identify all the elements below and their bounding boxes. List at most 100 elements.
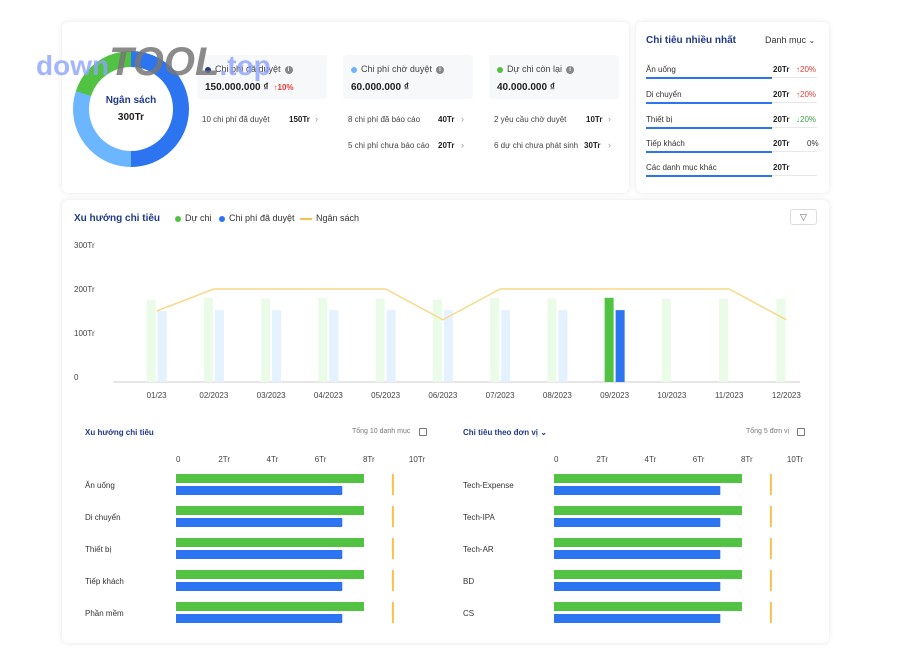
unit-chart-note: Tổng 5 đơn vị [746, 428, 790, 435]
forecast-bar [554, 602, 742, 611]
x-tick-label: 0 [176, 455, 181, 464]
chevron-right-icon[interactable]: › [608, 114, 611, 124]
top-item-change: ↓20% [796, 115, 817, 124]
chevron-right-icon[interactable]: › [608, 140, 611, 150]
y-tick-label: 0 [74, 373, 79, 382]
approved-bar [554, 550, 721, 559]
approved-bar [558, 310, 568, 382]
info-icon[interactable]: i [566, 65, 575, 74]
chevron-right-icon[interactable]: › [461, 140, 464, 150]
tile-approved-label: Chi phí đã duyệt [215, 64, 281, 74]
top-item-name: Tiếp khách [646, 139, 685, 148]
top-item-value: 20Tr [773, 90, 790, 99]
stat-unspent-forecast-value: 30Tr [584, 141, 601, 150]
approved-change-value: 10% [277, 83, 294, 92]
approved-bar [554, 486, 721, 495]
legend-item-budget[interactable]: Ngân sách [300, 213, 359, 223]
approved-bar [176, 486, 343, 495]
budget-line [156, 288, 787, 321]
legend-item-forecast[interactable]: Dự chi [175, 213, 212, 223]
top-item-value: 20Tr [773, 115, 790, 124]
donut-label: Ngân sách [105, 95, 157, 106]
forecast-bar [554, 474, 742, 483]
category-label: Tech-IPA [463, 513, 496, 522]
filter-button[interactable]: ▽ [790, 209, 817, 225]
top-item-value: 20Tr [773, 163, 790, 172]
forecast-bar [547, 298, 557, 382]
top-item-bar [646, 102, 772, 104]
stat-pending-requests[interactable]: 2 yêu cầu chờ duyệt [494, 115, 567, 124]
watermark-logo: downTOOL.top [36, 40, 271, 84]
forecast-bar [554, 570, 742, 579]
trend-chart: 0 100Tr 200Tr 300Tr 01/23 02/2023 03/2023 04/20… [74, 241, 801, 400]
category-label: Di chuyển [85, 513, 121, 522]
budget-donut [73, 51, 189, 167]
forecast-bar [554, 506, 742, 515]
tile-remaining: Dự chi còn lại i 40.000.000 ₫ [489, 55, 619, 99]
approved-change: ↑10% [274, 83, 294, 92]
x-tick-label: 2Tr [218, 455, 230, 464]
stat-approved-count[interactable]: 10 chi phí đã duyệt [202, 115, 270, 124]
forecast-bar [318, 297, 328, 382]
approved-bar [176, 550, 343, 559]
forecast-bar [176, 570, 364, 579]
approved-bar [329, 310, 339, 382]
x-tick-label: 11/2023 [715, 391, 744, 400]
trend-title: Xu hướng chi tiêu [74, 213, 161, 224]
category-dropdown[interactable]: Danh mục ⌄ [765, 35, 815, 45]
top-item-name: Thiết bị [646, 115, 673, 124]
x-tick-label: 07/2023 [486, 391, 515, 400]
top-spending-card [636, 22, 829, 193]
expand-icon[interactable] [797, 428, 805, 436]
x-tick-label: 04/2023 [314, 391, 343, 400]
forecast-bar [176, 602, 364, 611]
trend-card [62, 200, 829, 643]
chevron-right-icon[interactable]: › [461, 114, 464, 124]
top-spending-title: Chi tiêu nhiều nhất [646, 35, 736, 46]
y-tick-label: 100Tr [74, 329, 95, 338]
approved-bar [214, 310, 224, 382]
x-tick-label: 01/23 [147, 391, 168, 400]
category-label: Ăn uống [85, 481, 115, 490]
category-chart-title: Xu hướng chi tiêu [85, 428, 154, 437]
legend-dot [175, 215, 181, 222]
unit-chart-title[interactable]: Chi tiêu theo đơn vị ⌄ [463, 428, 547, 437]
legend-dot [219, 215, 225, 222]
tile-pending-value: 60.000.000 ₫ [351, 82, 409, 93]
stat-unspent-forecast[interactable]: 6 dự chi chưa phát sinh [494, 141, 579, 150]
tile-pending-label: Chi phí chờ duyệt [361, 64, 432, 74]
info-icon[interactable]: i [435, 65, 444, 74]
x-tick-label: 10Tr [409, 455, 425, 464]
forecast-bar [146, 300, 156, 382]
forecast-bar [176, 506, 364, 515]
approved-dot [205, 66, 211, 73]
chevron-right-icon[interactable]: › [315, 114, 318, 124]
approved-bar [157, 311, 167, 382]
top-item-value: 20Tr [773, 65, 790, 74]
stat-reported-value: 40Tr [438, 115, 455, 124]
top-item-value: 20Tr [773, 139, 790, 148]
approved-bar [501, 310, 511, 382]
stat-unreported-count[interactable]: 5 chi phí chưa báo cáo [348, 141, 430, 150]
approved-bar [386, 310, 396, 382]
top-item-change: 0% [807, 139, 819, 148]
expand-icon[interactable] [419, 428, 427, 436]
info-icon[interactable]: i [284, 65, 293, 74]
chevron-down-icon: ⌄ [808, 36, 816, 45]
top-item-name: Các danh mục khác [646, 163, 717, 172]
stat-reported-count[interactable]: 8 chi phí đã báo cáo [348, 115, 421, 124]
tile-approved-value: 150.000.000 ₫ [205, 82, 269, 93]
x-tick-label: 6Tr [315, 455, 327, 464]
category-label: CS [463, 609, 474, 618]
legend-item-approved[interactable]: Chi phí đã duyệt [219, 213, 295, 223]
forecast-bar [261, 298, 271, 382]
category-chart: 0 2Tr 4Tr 6Tr 8Tr 10Tr Ăn uống Di chuyển Thiết b… [85, 455, 425, 623]
unit-chart: 0 2Tr 4Tr 6Tr 8Tr 10Tr Tech-Expense Tech-IPA Tec… [463, 455, 803, 623]
approved-bar [554, 614, 721, 623]
category-label: Tech-AR [463, 545, 494, 554]
approved-bar [443, 310, 453, 382]
stat-unreported-value: 20Tr [438, 141, 455, 150]
forecast-bar [661, 298, 671, 382]
filter-icon: ▽ [800, 212, 807, 222]
top-item-bar [646, 175, 772, 177]
